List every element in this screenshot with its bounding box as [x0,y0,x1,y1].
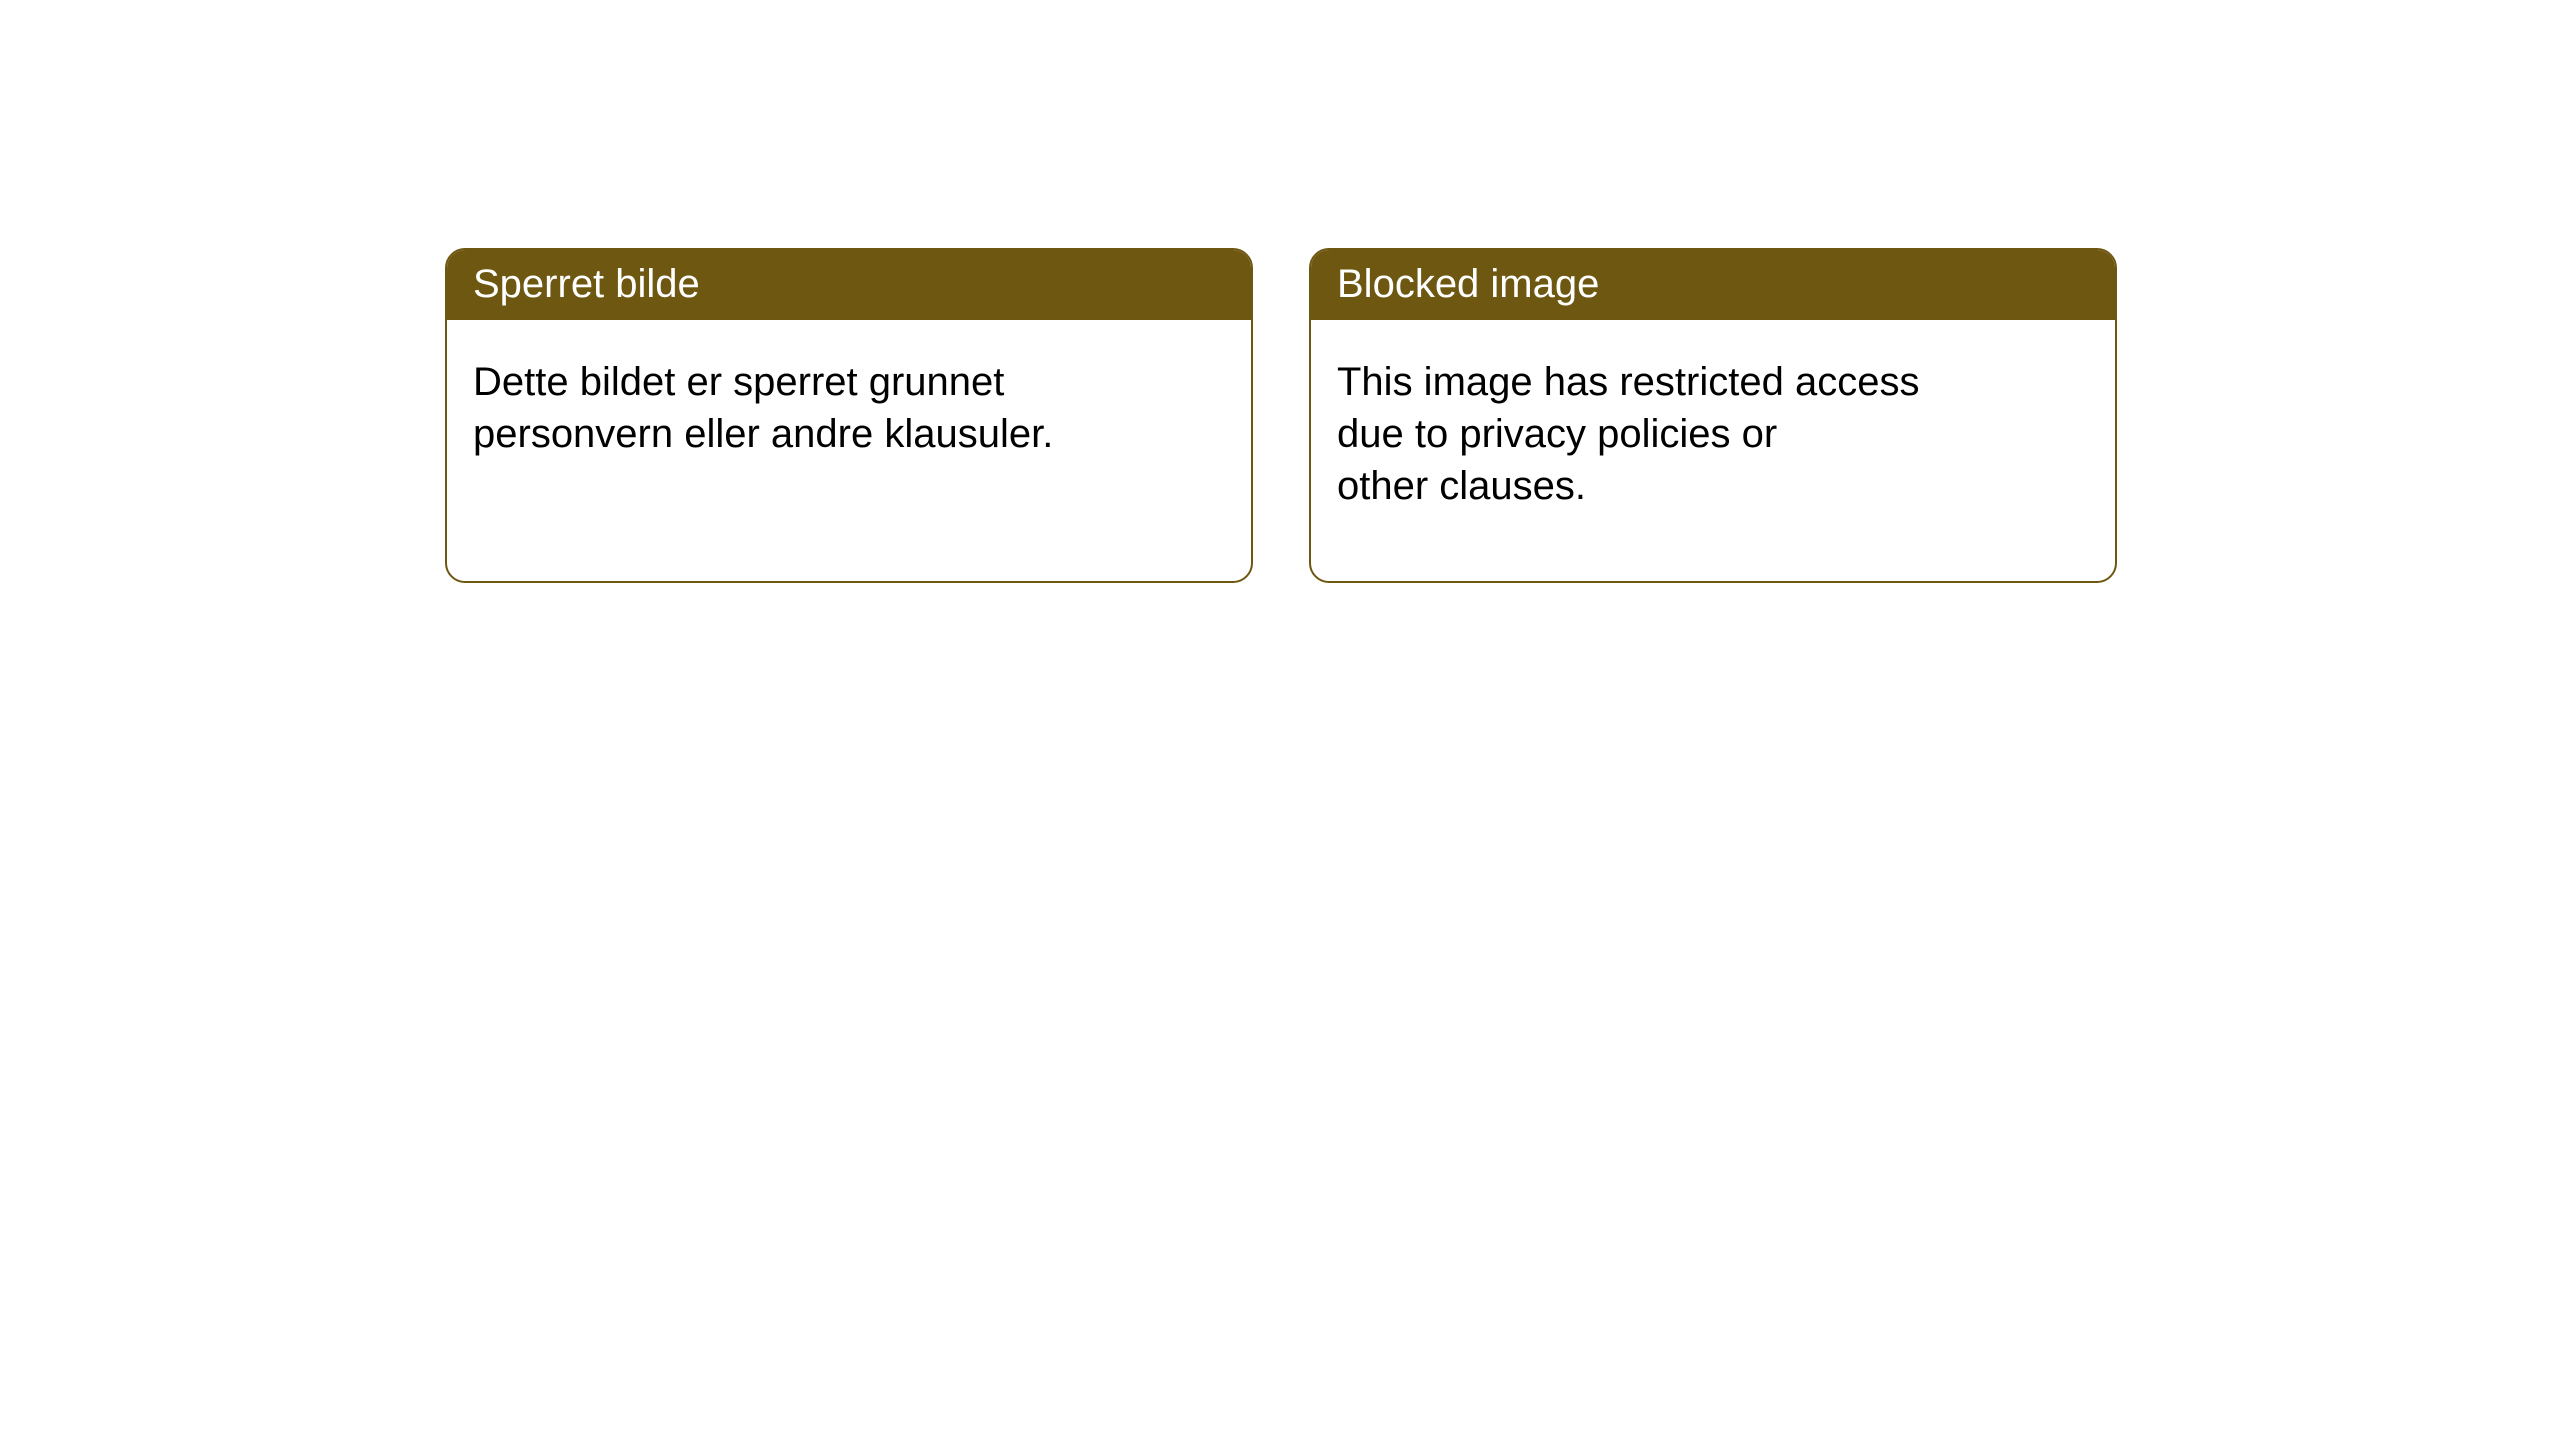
notice-card-english: Blocked image This image has restricted … [1309,248,2117,583]
notice-header: Blocked image [1311,250,2115,320]
notice-container: Sperret bilde Dette bildet er sperret gr… [0,0,2560,583]
notice-body: Dette bildet er sperret grunnet personve… [447,320,1147,486]
notice-body: This image has restricted access due to … [1311,320,2011,538]
notice-header: Sperret bilde [447,250,1251,320]
notice-card-norwegian: Sperret bilde Dette bildet er sperret gr… [445,248,1253,583]
